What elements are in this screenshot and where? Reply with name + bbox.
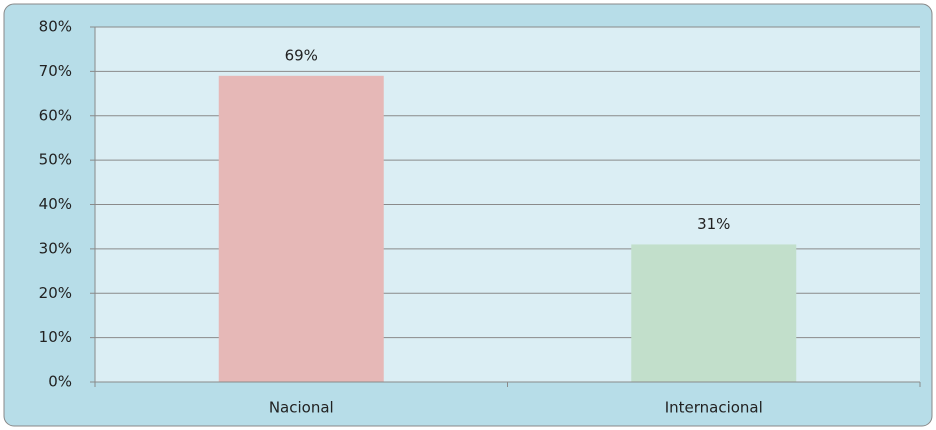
data-label: 31% [697,215,730,233]
bar [218,75,384,382]
y-tick-label: 50% [39,151,72,169]
y-tick-label: 0% [48,373,72,391]
data-label: 69% [285,46,318,64]
bar [631,244,797,382]
y-tick-label: 80% [39,18,72,36]
y-tick-label: 40% [39,195,72,213]
y-tick-label: 20% [39,284,72,302]
y-tick-label: 10% [39,328,72,346]
x-tick-label: Internacional [665,399,763,417]
y-tick-label: 70% [39,62,72,80]
x-tick-label: Nacional [269,399,334,417]
y-tick-label: 60% [39,106,72,124]
y-tick-label: 30% [39,239,72,257]
